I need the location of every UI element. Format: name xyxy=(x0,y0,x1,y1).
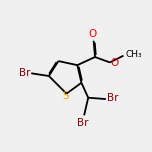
Text: O: O xyxy=(89,29,97,39)
Text: S: S xyxy=(62,91,69,101)
Text: CH₃: CH₃ xyxy=(126,50,142,59)
Text: Br: Br xyxy=(77,118,88,128)
Text: O: O xyxy=(111,58,119,68)
Text: Br: Br xyxy=(19,68,31,78)
Text: Br: Br xyxy=(107,93,118,103)
